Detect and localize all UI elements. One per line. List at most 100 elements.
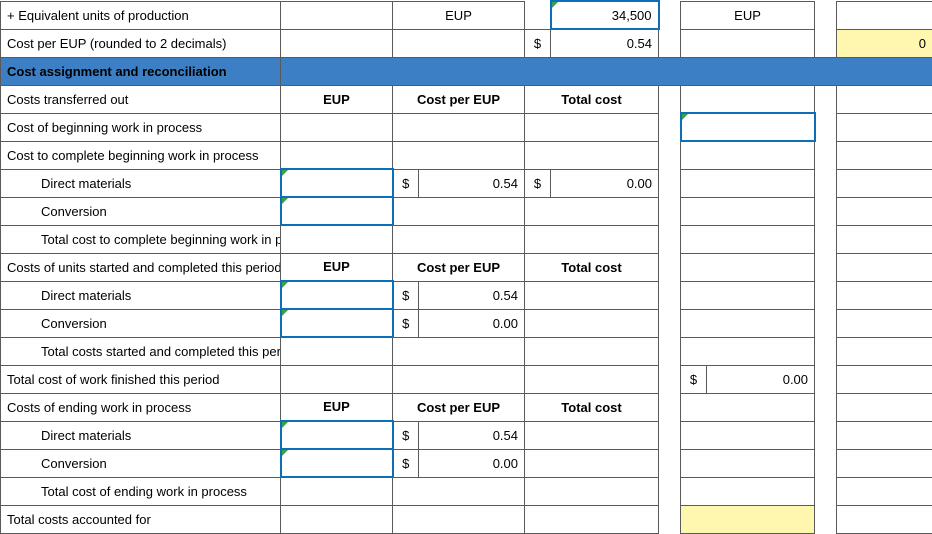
section-header: Cost assignment and reconciliation — [1, 57, 281, 85]
cell — [837, 253, 932, 281]
cell[interactable] — [281, 141, 393, 169]
row-label: Conversion — [1, 309, 281, 337]
cell[interactable] — [393, 225, 525, 253]
cell[interactable] — [837, 309, 932, 337]
cell[interactable] — [281, 365, 393, 393]
cell[interactable] — [681, 477, 815, 505]
row-label: Total cost of work finished this period — [1, 365, 281, 393]
col-header: Cost per EUP — [393, 85, 525, 113]
cell[interactable] — [681, 141, 815, 169]
row-label: Total costs accounted for — [1, 505, 281, 533]
row-label: Cost to complete beginning work in proce… — [1, 141, 281, 169]
cell[interactable] — [525, 421, 659, 449]
eup-value-input[interactable]: 34,500 — [551, 1, 659, 29]
cell[interactable] — [393, 337, 525, 365]
cell[interactable] — [281, 113, 393, 141]
cell — [837, 85, 932, 113]
table-row: Direct materials $ 0.54 — [1, 421, 932, 449]
section-fill — [281, 57, 932, 85]
cell[interactable] — [837, 169, 932, 197]
eup-input[interactable] — [281, 169, 393, 197]
cell[interactable] — [681, 225, 815, 253]
cell[interactable] — [525, 477, 659, 505]
currency-symbol: $ — [393, 309, 419, 337]
eup-input[interactable] — [281, 449, 393, 477]
cell[interactable] — [837, 1, 932, 29]
cell[interactable] — [681, 29, 815, 57]
cell[interactable] — [525, 113, 659, 141]
cell[interactable] — [681, 449, 815, 477]
eup-input[interactable] — [281, 281, 393, 309]
cell[interactable] — [281, 1, 393, 29]
highlight-cell[interactable] — [681, 505, 815, 533]
col-header: Total cost — [525, 393, 659, 421]
cell[interactable] — [837, 421, 932, 449]
cell[interactable] — [525, 505, 659, 533]
cell[interactable] — [681, 309, 815, 337]
cell[interactable] — [837, 365, 932, 393]
cell[interactable] — [681, 421, 815, 449]
cell[interactable] — [393, 141, 525, 169]
table-row: Total costs started and completed this p… — [1, 337, 932, 365]
cell[interactable] — [525, 337, 659, 365]
table-row: + Equivalent units of production EUP 34,… — [1, 1, 932, 29]
cell[interactable] — [393, 477, 525, 505]
cell[interactable] — [525, 281, 659, 309]
cell[interactable] — [525, 309, 659, 337]
eup-input[interactable] — [281, 197, 393, 225]
eup-input[interactable] — [281, 421, 393, 449]
cell[interactable] — [525, 197, 659, 225]
cell[interactable] — [837, 113, 932, 141]
cell[interactable] — [281, 225, 393, 253]
cell[interactable] — [525, 365, 659, 393]
cell[interactable] — [281, 477, 393, 505]
cell[interactable] — [837, 337, 932, 365]
currency-symbol: $ — [525, 169, 551, 197]
cell[interactable] — [837, 477, 932, 505]
cell[interactable] — [281, 337, 393, 365]
cell[interactable] — [837, 197, 932, 225]
cell: 0.00 — [419, 309, 525, 337]
table-row: Cost of beginning work in process — [1, 113, 932, 141]
currency-symbol: $ — [393, 449, 419, 477]
input-cell[interactable] — [681, 113, 815, 141]
table-row: Costs of units started and completed thi… — [1, 253, 932, 281]
row-label: Total cost of ending work in process — [1, 477, 281, 505]
cell[interactable] — [837, 141, 932, 169]
table-row: Conversion $ 0.00 — [1, 449, 932, 477]
cell[interactable] — [837, 505, 932, 533]
cell[interactable] — [837, 225, 932, 253]
cell: EUP — [681, 1, 815, 29]
cell[interactable] — [837, 449, 932, 477]
cell — [837, 393, 932, 421]
highlight-cell[interactable]: 0 — [837, 29, 932, 57]
cell[interactable] — [681, 281, 815, 309]
cell[interactable] — [393, 505, 525, 533]
currency-symbol: $ — [393, 421, 419, 449]
table-row: Total cost of work finished this period … — [1, 365, 932, 393]
currency-symbol: $ — [393, 169, 419, 197]
cell[interactable] — [393, 197, 525, 225]
cell[interactable] — [681, 197, 815, 225]
section-row: Cost assignment and reconciliation — [1, 57, 932, 85]
row-label: Direct materials — [1, 421, 281, 449]
cell[interactable] — [393, 113, 525, 141]
col-header: EUP — [281, 253, 393, 281]
col-header: Total cost — [525, 253, 659, 281]
eup-input[interactable] — [281, 309, 393, 337]
cell[interactable] — [393, 365, 525, 393]
row-label: Direct materials — [1, 169, 281, 197]
cell[interactable] — [837, 281, 932, 309]
cell[interactable] — [393, 29, 525, 57]
cell[interactable] — [281, 29, 393, 57]
cell[interactable] — [525, 225, 659, 253]
cell: 0.54 — [551, 29, 659, 57]
cell[interactable] — [281, 505, 393, 533]
cell[interactable] — [525, 141, 659, 169]
currency-symbol: $ — [681, 365, 707, 393]
cell[interactable] — [681, 169, 815, 197]
table-row: Cost to complete beginning work in proce… — [1, 141, 932, 169]
row-label: Total cost to complete beginning work in… — [1, 225, 281, 253]
cell[interactable] — [525, 449, 659, 477]
cell[interactable] — [681, 337, 815, 365]
